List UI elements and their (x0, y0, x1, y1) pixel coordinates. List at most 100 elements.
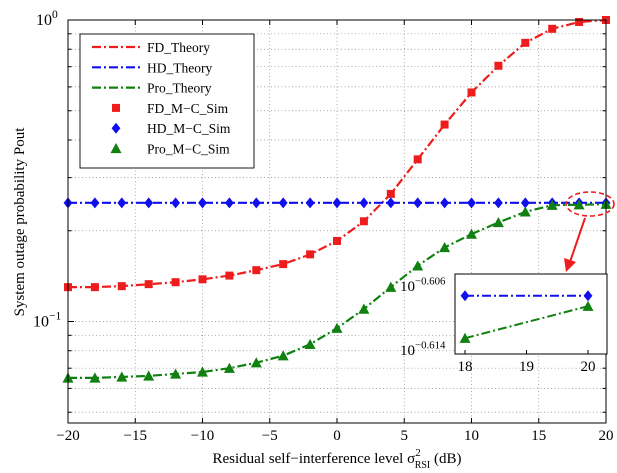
data-point-triangle (116, 371, 128, 382)
data-point-diamond (460, 290, 470, 302)
x-tick-label: −20 (56, 428, 79, 444)
data-point-diamond (467, 197, 476, 209)
zoom-arrow-head (564, 258, 576, 272)
x-tick-label: 15 (531, 428, 546, 444)
data-point-diamond (440, 197, 449, 209)
y-tick-label-exp: 0 (52, 9, 58, 21)
data-point-diamond (359, 197, 369, 209)
inset-y-tick-label-exp: −0.614 (415, 339, 446, 351)
x-tick-label: 10 (464, 428, 479, 444)
data-point-diamond (305, 197, 315, 209)
legend-label: Pro_Theory (147, 81, 212, 96)
data-point-triangle (519, 206, 531, 217)
data-point-triangle (466, 228, 477, 239)
y-tick-label-base: 10 (36, 12, 52, 29)
y-tick-label-base: 10 (33, 314, 49, 331)
data-point-triangle (582, 300, 594, 311)
data-point-diamond (251, 197, 261, 209)
x-axis-label-sup: 2 (415, 447, 421, 459)
data-point-triangle (412, 260, 424, 271)
x-tick-label: 5 (401, 428, 409, 444)
data-point-square (333, 236, 341, 245)
data-point-square (386, 189, 395, 198)
legend-label: FD_M−C_Sim (147, 101, 229, 116)
data-point-diamond (332, 197, 342, 209)
zoom-ellipse (565, 191, 615, 217)
data-point-square (359, 217, 368, 226)
y-axis-label: System outage probability Pout (12, 127, 28, 317)
inset-x-tick-label: 18 (458, 359, 473, 375)
y-tick-label: 100 (36, 9, 58, 29)
data-point-diamond (144, 197, 154, 209)
data-point-triangle (277, 350, 289, 361)
data-point-triangle (143, 370, 155, 381)
data-point-square (467, 88, 476, 97)
data-point-diamond (583, 290, 593, 302)
data-point-square (548, 24, 557, 33)
data-point-triangle (304, 338, 316, 350)
y-tick-label-exp: −1 (49, 310, 61, 322)
y-tick-label: 10−1 (33, 310, 61, 330)
data-point-square (225, 271, 234, 280)
data-point-square (198, 275, 207, 284)
data-point-square (306, 250, 315, 259)
data-point-square (521, 38, 530, 47)
inset-y-tick-label: 10−0.614 (400, 339, 446, 359)
data-point-diamond (225, 197, 234, 209)
data-point-triangle (331, 322, 343, 333)
data-point-triangle (358, 303, 370, 314)
legend-label: HD_Theory (147, 60, 212, 75)
x-axis-label-main: Residual self−interference level σ (212, 451, 415, 467)
data-point-diamond (520, 197, 530, 209)
data-point-diamond (90, 197, 100, 209)
inset-y-tick-label: 10−0.606 (400, 275, 446, 295)
x-axis-label-sub: RSI (415, 460, 431, 471)
zoom-arrow-shaft (569, 217, 586, 263)
legend-label: HD_M−C_Sim (147, 121, 231, 136)
x-tick-label: −5 (262, 428, 278, 444)
legend-label: Pro_M−C_Sim (147, 142, 230, 157)
inset-pro-line (464, 305, 589, 340)
inset-x-tick-label: 20 (581, 359, 596, 375)
data-point-triangle (546, 199, 558, 210)
data-point-diamond (171, 197, 180, 209)
data-point-square (575, 17, 584, 26)
x-axis-label: Residual self−interference level σ2 RSI (… (212, 447, 461, 471)
data-point-square (117, 282, 126, 291)
data-point-diamond (278, 197, 288, 209)
data-point-triangle (223, 362, 235, 373)
data-point-triangle (492, 216, 504, 228)
data-point-diamond (198, 197, 207, 209)
zoom-annotation (564, 191, 615, 272)
data-point-triangle (170, 368, 182, 379)
x-tick-label: −15 (124, 428, 147, 444)
x-tick-label: 20 (599, 428, 614, 444)
inset-y-tick-label-base: 10 (400, 279, 415, 295)
data-point-triangle (89, 372, 101, 383)
data-point-diamond (117, 197, 127, 209)
data-point-square (494, 61, 503, 70)
data-point-square (171, 278, 180, 287)
data-point-square (112, 103, 120, 112)
x-axis-label-unit: (dB) (430, 451, 461, 467)
data-point-square (413, 155, 422, 164)
data-point-diamond (111, 122, 121, 134)
legend: FD_Theory HD_Theory Pro_Theory FD_M−C_Sim HD… (79, 33, 255, 169)
data-point-triangle (573, 199, 585, 210)
data-point-square (90, 283, 99, 292)
x-tick-label: −10 (191, 428, 214, 444)
data-point-diamond (386, 197, 396, 209)
inset-y-tick-label-base: 10 (400, 343, 415, 359)
data-point-diamond (413, 197, 423, 209)
data-point-triangle (250, 357, 262, 368)
legend-box (79, 33, 255, 169)
inset-y-tick-label-exp: −0.606 (415, 275, 446, 287)
inset-x-tick-label: 19 (519, 359, 534, 375)
x-tick-label: 0 (333, 428, 341, 444)
data-point-triangle (439, 241, 451, 253)
data-point-triangle (110, 143, 122, 154)
inset-frame (454, 273, 608, 355)
